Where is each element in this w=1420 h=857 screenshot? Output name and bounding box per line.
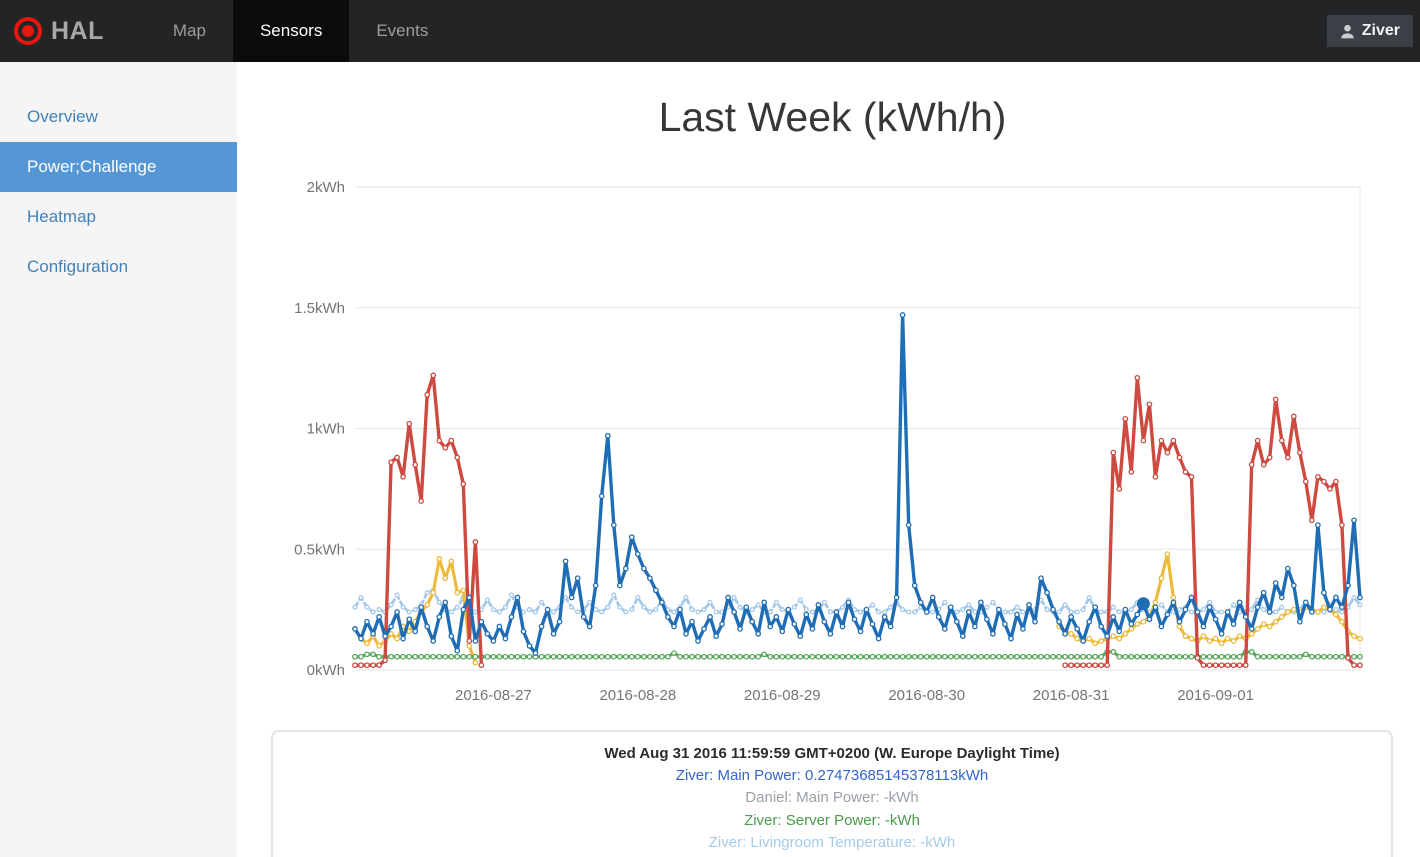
tooltip-entries: Ziver: Main Power: 0.27473685145378113kW…	[273, 765, 1391, 855]
user-menu[interactable]: Ziver	[1326, 15, 1413, 47]
chart-tooltip-panel: Wed Aug 31 2016 11:59:59 GMT+0200 (W. Eu…	[271, 730, 1393, 857]
selected-point-marker[interactable]	[1136, 597, 1150, 611]
top-navbar: HAL Map Sensors Events Ziver	[0, 0, 1420, 62]
tab-events[interactable]: Events	[376, 21, 429, 40]
series-ziver-main-power	[352, 312, 1363, 656]
chart-title: Last Week (kWh/h)	[658, 94, 1007, 140]
navbar-tabs: Map Sensors Events	[146, 0, 455, 62]
series-daniel-main-power	[352, 372, 1363, 669]
sidebar-item-power-challenge[interactable]: Power;Challenge	[0, 142, 237, 192]
svg-text:2kWh: 2kWh	[307, 179, 345, 196]
series-markers-ziver-main-power	[352, 312, 1363, 656]
brand[interactable]: HAL	[0, 0, 124, 62]
bullseye-logo-icon	[14, 17, 42, 45]
svg-text:2016-08-29: 2016-08-29	[744, 687, 821, 704]
brand-name: HAL	[51, 16, 104, 45]
tab-sensors[interactable]: Sensors	[232, 0, 350, 62]
tooltip-entry: Ziver: Server Power: -kWh	[744, 811, 920, 829]
y-axis-labels: 0kWh 0.5kWh 1kWh 1.5kWh 2kWh	[294, 179, 345, 679]
svg-text:1.5kWh: 1.5kWh	[294, 300, 345, 317]
svg-text:1kWh: 1kWh	[307, 421, 345, 438]
series-markers-ziver-server-power	[352, 649, 1363, 660]
series-markers-ziver-livingroom-temperature	[352, 587, 1363, 615]
series-ziver-livingroom-temperature	[352, 587, 1363, 615]
svg-text:2016-08-31: 2016-08-31	[1033, 687, 1110, 704]
gridlines	[355, 186, 1361, 671]
sidebar-item-heatmap[interactable]: Heatmap	[27, 207, 96, 226]
navbar-right: Ziver	[1326, 0, 1420, 62]
tooltip-entry: Daniel: Main Power: -kWh	[745, 789, 919, 807]
series-ziver-server-power	[352, 649, 1363, 660]
series-markers-daniel-main-power	[352, 372, 1363, 669]
svg-text:0kWh: 0kWh	[307, 662, 345, 679]
svg-text:2016-08-27: 2016-08-27	[455, 687, 532, 704]
sidebar-item-configuration[interactable]: Configuration	[27, 257, 129, 276]
sidebar: Overview Power;Challenge Heatmap Configu…	[0, 62, 237, 857]
tab-map[interactable]: Map	[172, 21, 206, 40]
sidebar-item-overview[interactable]: Overview	[27, 107, 98, 126]
tooltip-timestamp: Wed Aug 31 2016 11:59:59 GMT+0200 (W. Eu…	[604, 745, 1060, 762]
svg-text:2016-08-30: 2016-08-30	[888, 687, 965, 704]
x-axis-labels: 2016-08-27 2016-08-28 2016-08-29 2016-08-30…	[455, 687, 1254, 704]
svg-text:2016-09-01: 2016-09-01	[1177, 687, 1254, 704]
tooltip-entry: Ziver: Main Power: 0.27473685145378113kW…	[675, 767, 989, 784]
svg-text:2016-08-28: 2016-08-28	[599, 687, 676, 704]
tooltip-entry: Ziver: Livingroom Temperature: -kWh	[708, 834, 956, 852]
series-line-daniel-main-power	[353, 373, 1362, 667]
svg-text:0.5kWh: 0.5kWh	[294, 541, 345, 558]
user-icon	[1341, 24, 1354, 38]
user-name: Ziver	[1361, 22, 1400, 39]
